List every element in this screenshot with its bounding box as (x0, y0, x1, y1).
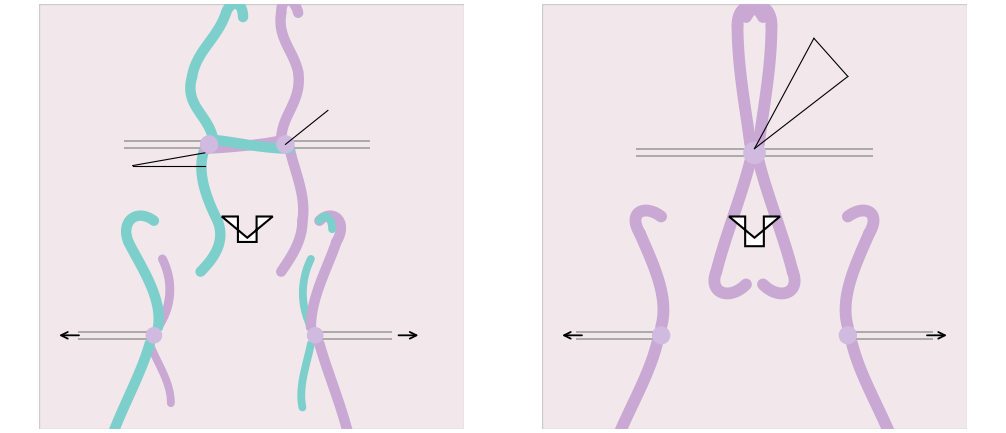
Circle shape (200, 136, 217, 153)
Circle shape (743, 142, 766, 163)
Circle shape (839, 327, 856, 344)
Circle shape (653, 327, 670, 344)
FancyBboxPatch shape (542, 4, 967, 429)
Polygon shape (729, 216, 780, 246)
Circle shape (277, 136, 294, 153)
Circle shape (308, 328, 323, 343)
Polygon shape (221, 216, 273, 242)
Circle shape (146, 328, 162, 343)
FancyBboxPatch shape (39, 4, 464, 429)
